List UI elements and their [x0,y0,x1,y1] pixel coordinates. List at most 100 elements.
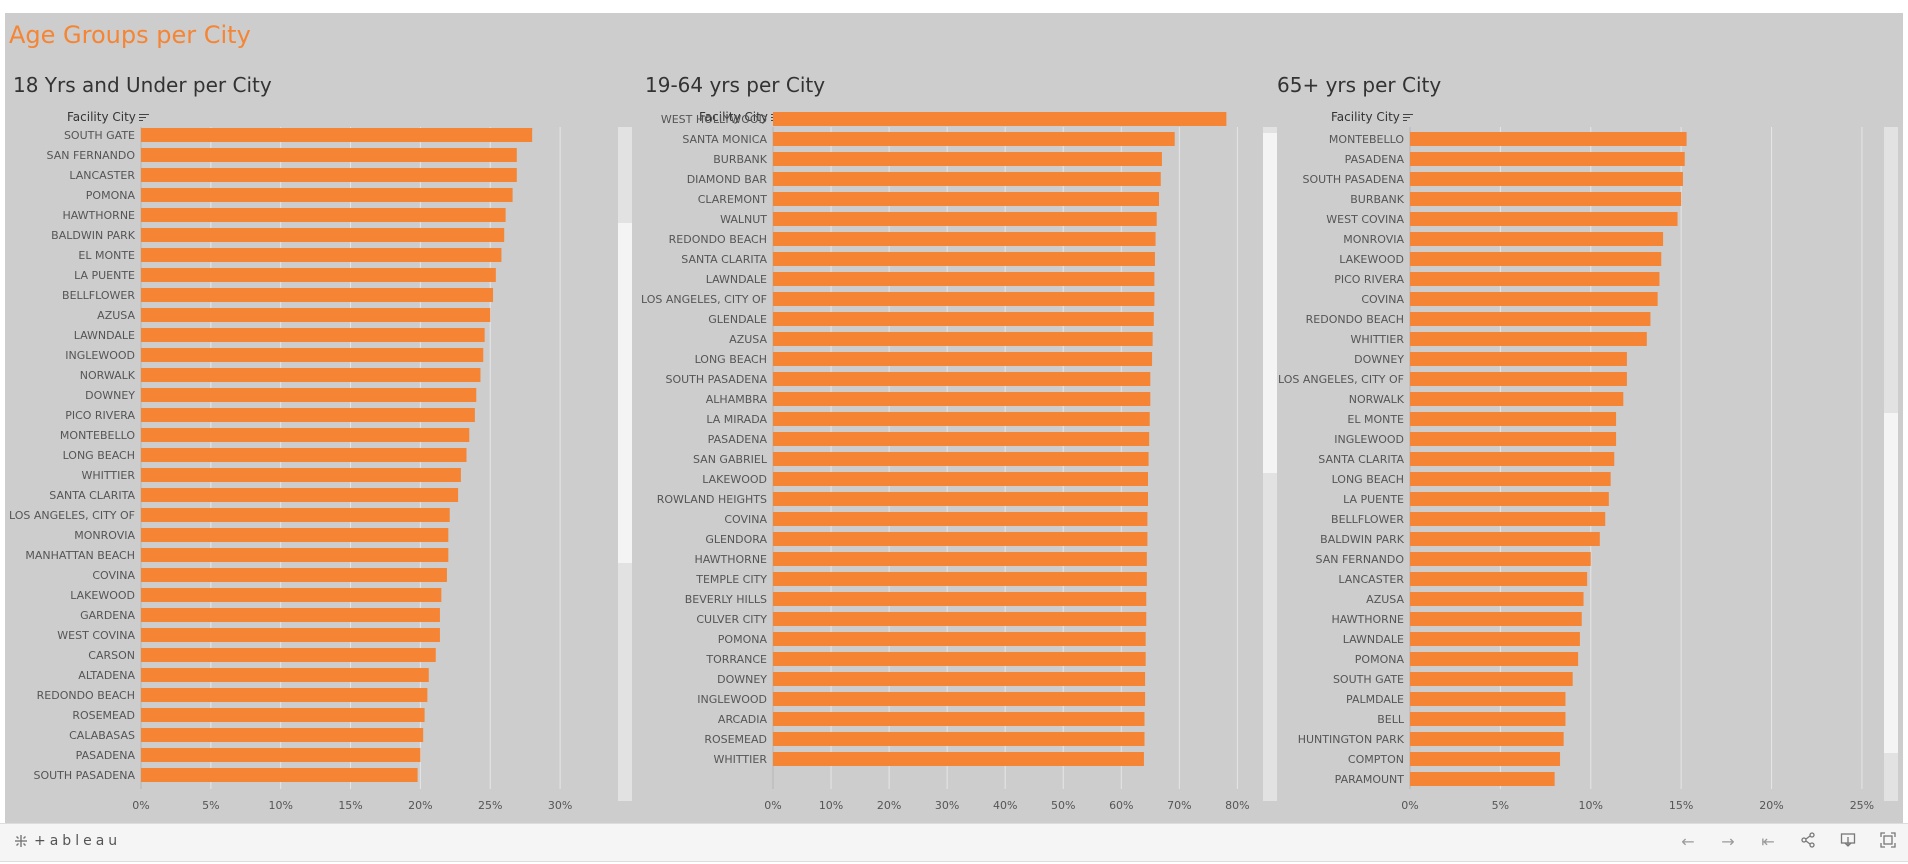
redo-icon[interactable]: → [1721,832,1735,851]
bar[interactable] [141,588,442,602]
bar[interactable] [773,712,1145,726]
bar[interactable] [141,128,533,142]
bar[interactable] [1410,292,1658,306]
bar[interactable] [1410,252,1662,266]
bar[interactable] [773,532,1148,546]
bar[interactable] [141,548,449,562]
bar[interactable] [773,192,1160,206]
bar[interactable] [773,652,1146,666]
bar[interactable] [773,132,1175,146]
bar[interactable] [773,572,1147,586]
bar[interactable] [773,592,1147,606]
bar[interactable] [773,472,1148,486]
bar[interactable] [773,112,1227,126]
bar[interactable] [141,228,505,242]
bar[interactable] [773,632,1146,646]
bar[interactable] [1410,232,1664,246]
bar[interactable] [773,332,1153,346]
bar[interactable] [1410,212,1678,226]
bar[interactable] [141,688,428,702]
bar[interactable] [773,352,1153,366]
bar[interactable] [1410,512,1606,526]
bar[interactable] [141,388,477,402]
bar[interactable] [1410,172,1683,186]
bar[interactable] [1410,572,1588,586]
bar[interactable] [1410,272,1660,286]
bar[interactable] [1410,392,1624,406]
bar[interactable] [773,552,1147,566]
bar[interactable] [141,208,506,222]
scrollbar-thumb[interactable] [1263,133,1277,473]
bar[interactable] [141,488,459,502]
bar[interactable] [141,448,467,462]
bar[interactable] [773,272,1155,286]
bar[interactable] [1410,312,1651,326]
bar[interactable] [141,468,461,482]
bar[interactable] [1410,412,1617,426]
bar[interactable] [141,168,517,182]
bar[interactable] [773,212,1157,226]
bar[interactable] [773,452,1149,466]
bar[interactable] [1410,352,1627,366]
bar[interactable] [1410,772,1555,786]
bar[interactable] [773,612,1147,626]
fullscreen-icon[interactable] [1877,832,1899,852]
bar[interactable] [773,432,1150,446]
bar[interactable] [1410,532,1600,546]
bar[interactable] [773,312,1154,326]
bar[interactable] [141,668,429,682]
bar[interactable] [773,672,1146,686]
bar[interactable] [141,248,502,262]
bar[interactable] [141,648,436,662]
bar[interactable] [1410,452,1615,466]
bar[interactable] [1410,132,1687,146]
bar[interactable] [141,268,496,282]
revert-icon[interactable]: ⇤ [1761,832,1775,851]
sort-icon[interactable] [1402,113,1413,122]
bar[interactable] [141,148,517,162]
bar[interactable] [1410,332,1647,346]
scrollbar-thumb[interactable] [1884,413,1898,753]
bar[interactable] [141,568,447,582]
bar[interactable] [1410,692,1566,706]
bar[interactable] [1410,372,1627,386]
bar[interactable] [1410,432,1617,446]
bar[interactable] [773,232,1156,246]
share-icon[interactable] [1797,832,1819,852]
bar[interactable] [773,172,1161,186]
bar[interactable] [1410,152,1685,166]
bar[interactable] [141,328,485,342]
bar[interactable] [141,508,450,522]
bar[interactable] [1410,472,1611,486]
bar[interactable] [1410,752,1561,766]
bar[interactable] [141,308,491,322]
download-icon[interactable] [1837,832,1859,852]
bar[interactable] [773,732,1145,746]
bar[interactable] [773,752,1144,766]
bar[interactable] [1410,492,1609,506]
bar[interactable] [1410,672,1573,686]
bar[interactable] [141,408,475,422]
bar[interactable] [141,428,470,442]
bar[interactable] [141,528,449,542]
bar[interactable] [141,288,494,302]
bar[interactable] [141,608,440,622]
bar[interactable] [1410,652,1579,666]
bar[interactable] [141,708,425,722]
scrollbar-thumb[interactable] [618,223,632,563]
bar[interactable] [1410,712,1566,726]
bar[interactable] [1410,732,1564,746]
bar[interactable] [141,748,421,762]
bar[interactable] [773,372,1151,386]
bar[interactable] [141,628,440,642]
bar[interactable] [773,692,1146,706]
bar[interactable] [1410,592,1584,606]
bar[interactable] [141,728,424,742]
bar[interactable] [141,188,513,202]
bar[interactable] [773,392,1151,406]
bar[interactable] [773,152,1162,166]
bar[interactable] [1410,192,1682,206]
bar[interactable] [1410,612,1582,626]
bar[interactable] [141,368,481,382]
sort-icon[interactable] [138,113,149,122]
